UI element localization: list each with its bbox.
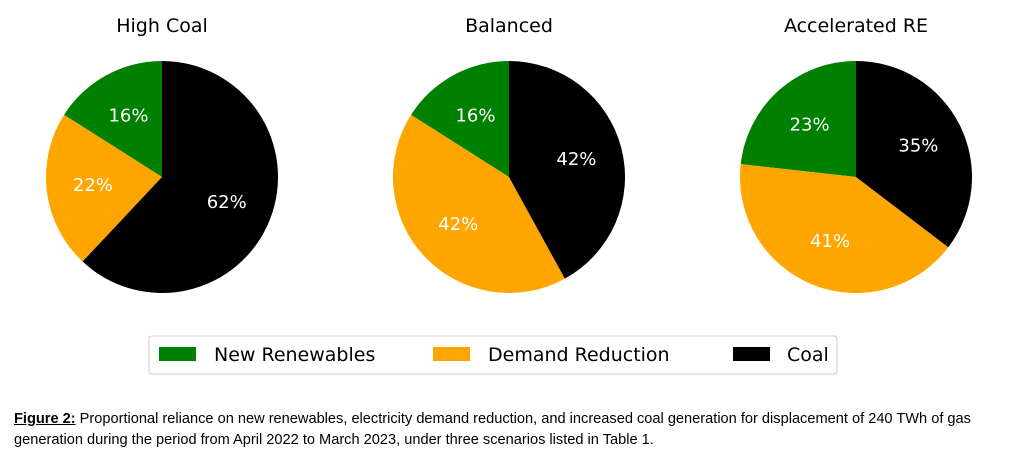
pie-high-coal: High Coal 16% 22% 62% (45, 15, 278, 293)
pie-title-accelerated-re: Accelerated RE (784, 15, 928, 37)
caption-label: Figure 2: (14, 411, 76, 427)
legend: New Renewables Demand Reduction Coal (148, 335, 838, 375)
slice-label-accelerated-re-new-renewables: 23% (790, 115, 830, 136)
pie-title-balanced: Balanced (465, 15, 553, 37)
slice-label-balanced-coal: 42% (556, 149, 596, 170)
pies-group: High Coal 16% 22% 62% Balanced 16% 42% 42% Accel… (45, 15, 973, 294)
legend-frame (148, 335, 838, 375)
slice-high-coal-demand-reduction (45, 114, 163, 262)
legend-swatch-demand-reduction (433, 347, 470, 361)
pie-accelerated-re: Accelerated RE 23% 41% 35% (739, 15, 973, 294)
slice-high-coal-new-renewables (64, 61, 162, 177)
slice-label-high-coal-new-renewables: 16% (108, 106, 148, 127)
legend-label-demand-reduction: Demand Reduction (488, 344, 670, 366)
slice-label-high-coal-coal: 62% (207, 192, 247, 213)
slice-accelerated-re-demand-reduction (739, 164, 949, 294)
figure-caption: Figure 2: Proportional reliance on new r… (14, 409, 1014, 451)
figure-chart: High Coal 16% 22% 62% Balanced 16% 42% 42% Accel… (45, 15, 973, 375)
slice-balanced-new-renewables (411, 61, 509, 177)
legend-label-new-renewables: New Renewables (214, 344, 375, 366)
slice-label-high-coal-demand-reduction: 22% (73, 175, 113, 196)
pie-balanced: Balanced 16% 42% 42% (393, 15, 625, 293)
slice-high-coal-coal (82, 61, 278, 293)
caption-text: Proportional reliance on new renewables,… (14, 411, 971, 448)
slice-accelerated-re-new-renewables (740, 61, 856, 177)
slice-label-balanced-demand-reduction: 42% (438, 214, 478, 235)
legend-swatch-new-renewables (159, 347, 196, 361)
slice-label-balanced-new-renewables: 16% (455, 106, 495, 127)
slice-label-accelerated-re-demand-reduction: 41% (810, 231, 850, 252)
slice-accelerated-re-coal (856, 60, 973, 248)
slice-label-accelerated-re-coal: 35% (898, 136, 938, 157)
slice-balanced-coal (509, 61, 625, 279)
legend-swatch-coal (733, 347, 770, 361)
slice-balanced-demand-reduction (393, 114, 565, 293)
legend-label-coal: Coal (787, 344, 829, 366)
pie-title-high-coal: High Coal (116, 15, 208, 37)
